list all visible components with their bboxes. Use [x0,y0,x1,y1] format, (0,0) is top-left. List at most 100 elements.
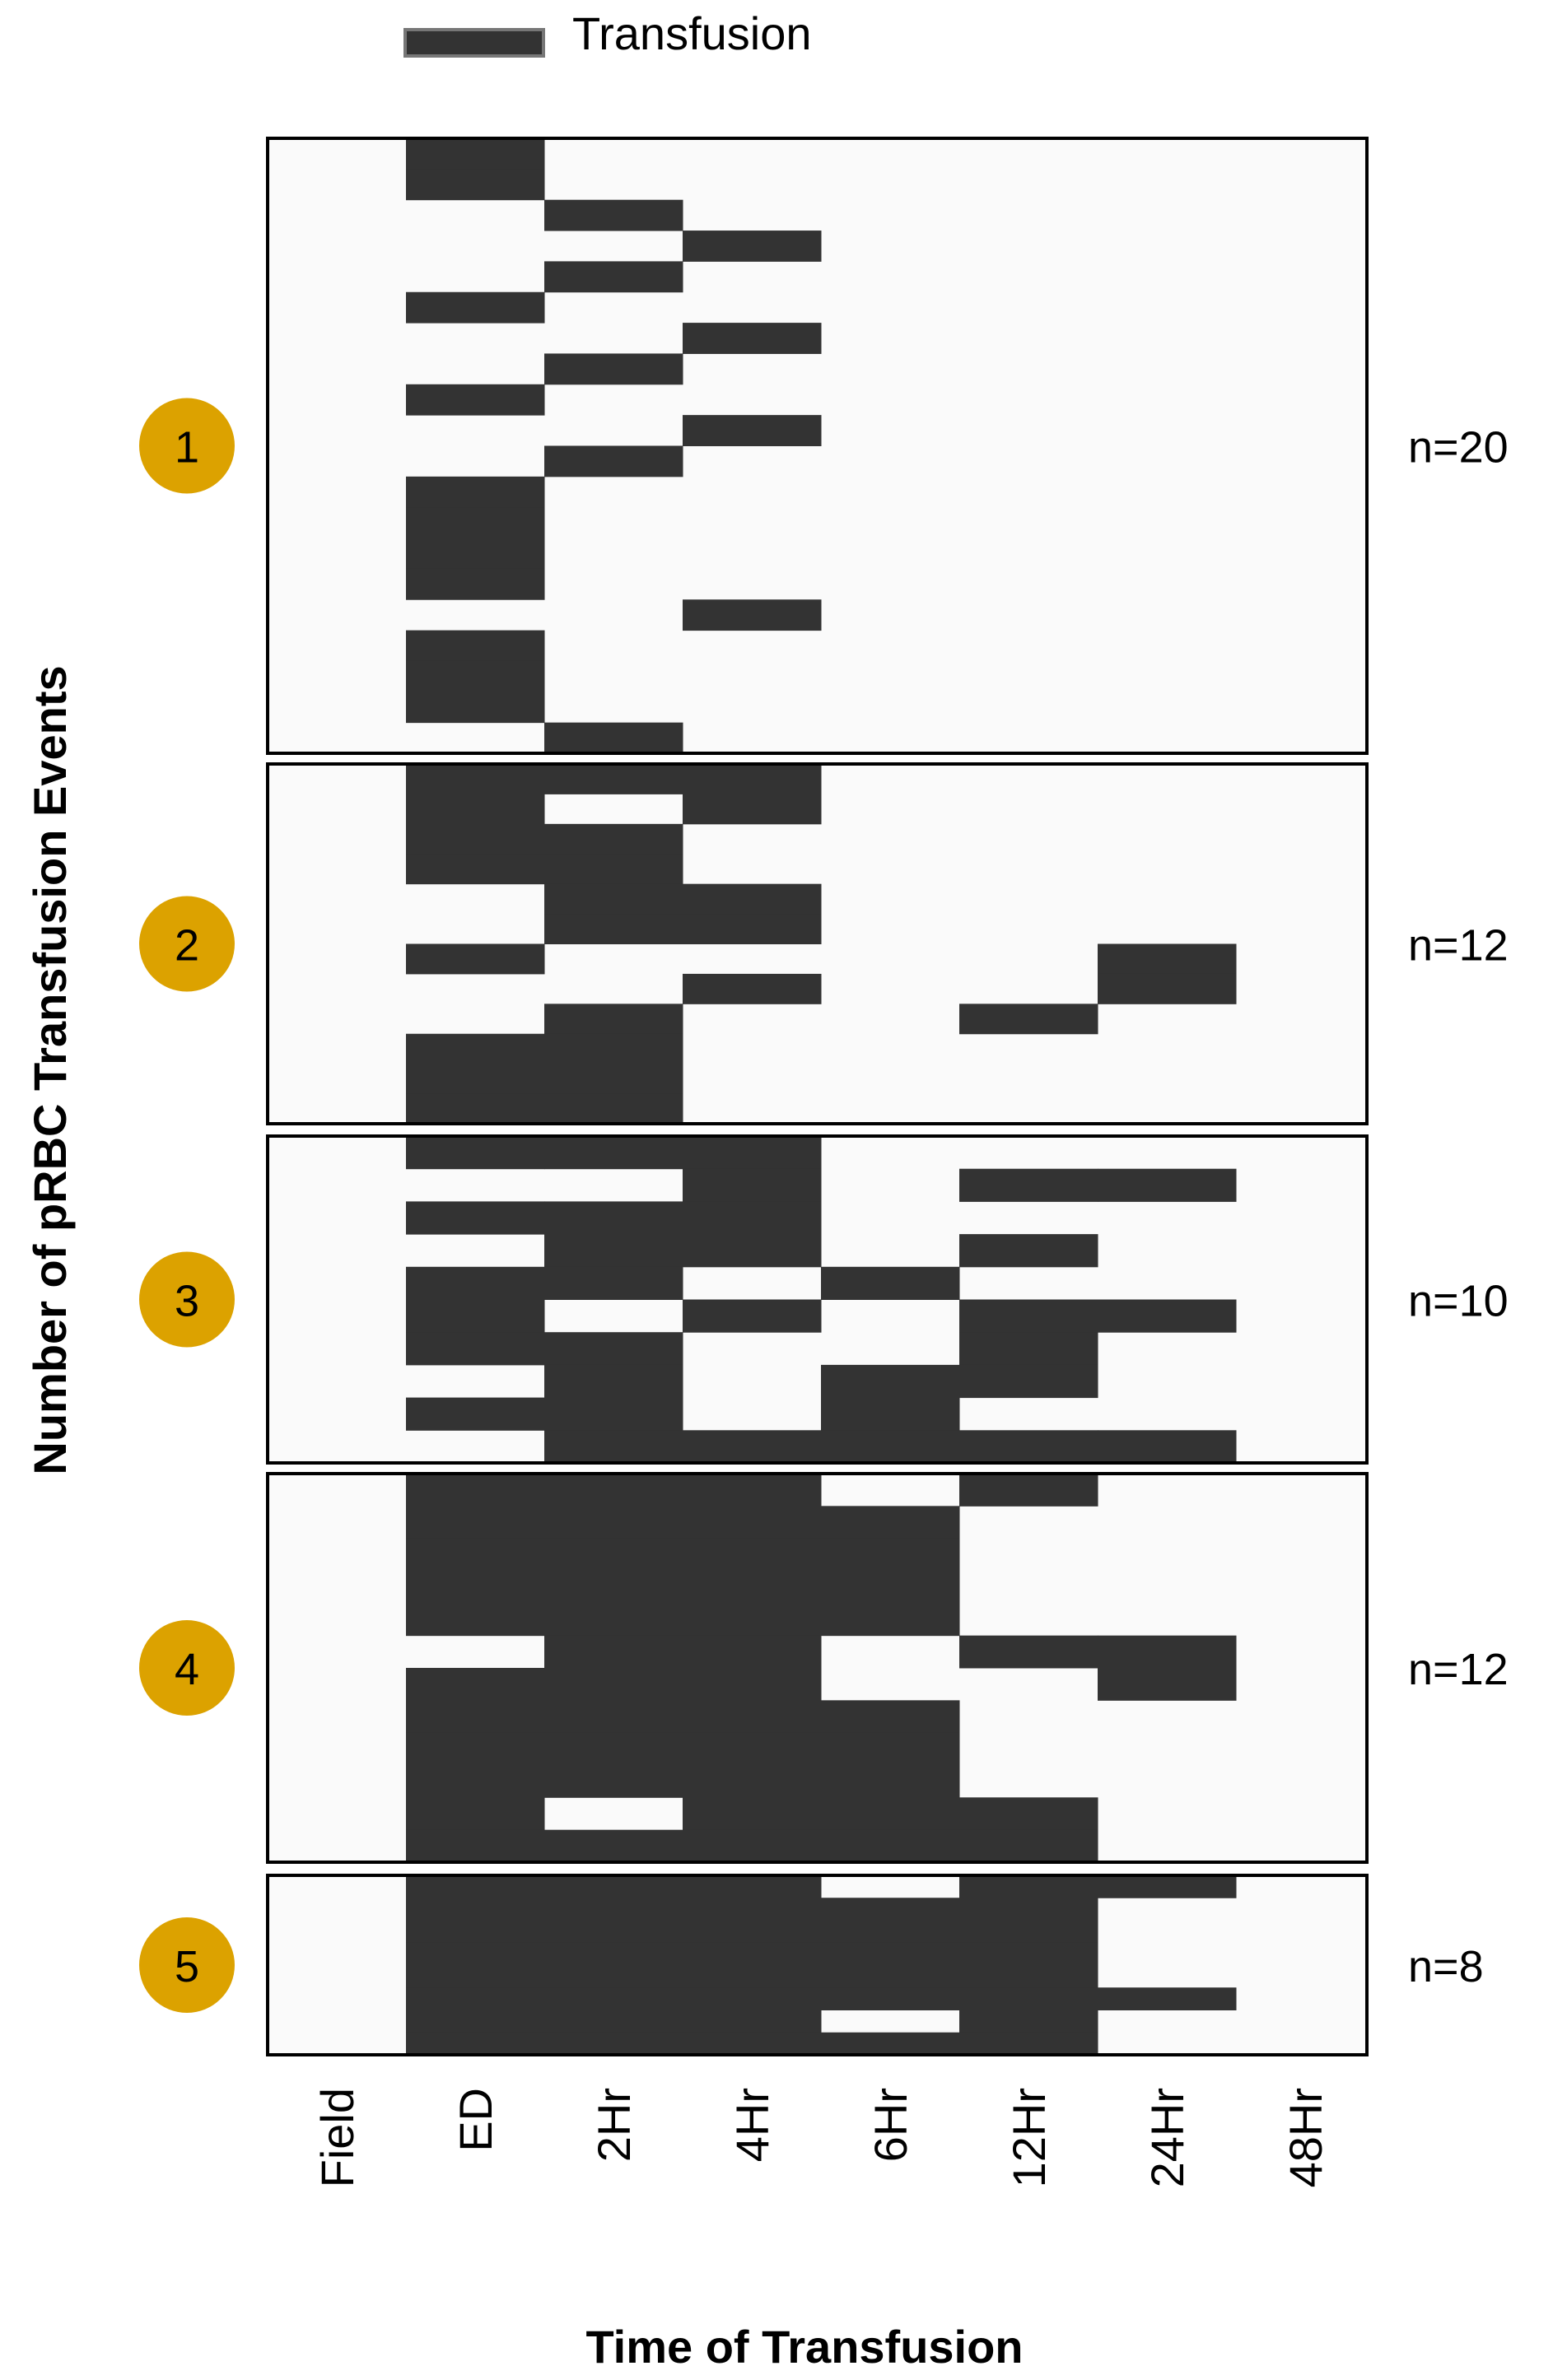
heatmap-cell [683,1668,822,1701]
heatmap-cell [406,1136,545,1170]
heatmap-cell [406,1829,545,1863]
heatmap-cell [544,1603,683,1637]
y-axis-title: Number of pRBC Transfusion Events [24,665,76,1474]
heatmap-cell [544,1668,683,1701]
heatmap-cell [544,1033,683,1064]
heatmap-cell [821,1898,960,1921]
heatmap-cell [683,1201,822,1235]
heatmap-cell [683,1797,822,1831]
heatmap-cell [406,1942,545,1966]
heatmap-cell [406,291,545,324]
heatmap-cell [544,1266,683,1300]
heatmap-cell [406,1920,545,1944]
heatmap-cell [544,823,683,855]
heatmap-cell [544,914,683,944]
heatmap-cell [544,1064,683,1095]
panel-frame [266,1874,1369,2056]
heatmap-cell [406,1201,545,1235]
heatmap-cell [1098,943,1237,975]
heatmap-cell [683,1136,822,1170]
panel-frame [266,1134,1369,1465]
heatmap-cell [683,323,822,354]
heatmap-cell [821,1266,960,1300]
group-n-label: n=10 [1408,1277,1509,1326]
x-tick-label: 2Hr [588,2088,640,2162]
heatmap-cell [544,722,683,754]
panel-group-3: 3 n=10 [139,1134,1509,1465]
heatmap-cell [544,1875,683,1898]
heatmap-cell [406,1299,545,1333]
heatmap-cell [406,854,545,885]
heatmap-cell [821,1732,960,1766]
x-tick-label: 6Hr [865,2088,916,2162]
heatmap-cell [406,1765,545,1798]
group-badge [139,398,235,494]
heatmap-cell [821,2032,960,2056]
heatmap-cell [1098,1168,1237,1202]
heatmap-cell [683,1168,822,1202]
heatmap-cell [544,883,683,915]
heatmap-cell [544,1136,683,1170]
panel-frame [266,137,1369,755]
heatmap-cell [544,764,683,794]
heatmap-cell [959,2010,1098,2033]
group-n-label: n=8 [1408,1942,1484,1991]
heatmap-cell [683,1732,822,1766]
heatmap-cell [683,1829,822,1863]
x-tick-label: 24Hr [1141,2088,1193,2187]
heatmap-cell [1098,1430,1237,1464]
heatmap-cell [544,2010,683,2033]
heatmap-cell [406,1875,545,1898]
x-tick-labels: Field ED 2Hr 4Hr 6Hr 12Hr 24Hr 48Hr [311,2088,1331,2187]
heatmap-cell [683,1474,822,1507]
heatmap-cell [406,2010,545,2033]
heatmap-cell [683,794,822,825]
heatmap-cell [544,1965,683,1988]
heatmap-cell [959,1635,1098,1669]
heatmap-cell [683,1942,822,1966]
heatmap-cell [406,660,545,692]
heatmap-cell [544,1004,683,1035]
heatmap-cell [406,692,545,724]
heatmap-cell [683,1538,822,1572]
x-axis-title: Time of Transfusion [585,2321,1023,2373]
heatmap-cell [406,823,545,855]
heatmap-cell [683,1635,822,1669]
heatmap-cell [821,1397,960,1431]
heatmap-cell [406,794,545,825]
panel-group-5: 5 n=8 [139,1874,1484,2056]
group-n-label: n=12 [1408,921,1509,971]
heatmap-cell [406,138,545,170]
heatmap-cell [683,1506,822,1539]
group-badge-label: 3 [175,1277,199,1326]
heatmap-cell [406,1506,545,1539]
heatmap-cell [406,1898,545,1921]
heatmap-cell [544,1506,683,1539]
heatmap-cell [683,973,822,1004]
group-n-label: n=20 [1408,423,1509,473]
heatmap-cell [959,1004,1098,1035]
heatmap-cell [544,1829,683,1863]
heatmap-cell [959,1965,1098,1988]
heatmap-cell [544,1332,683,1366]
heatmap-cell [821,1920,960,1944]
heatmap-cell [959,1332,1098,1366]
panels: 1 n=20 2 n=12 3 n=10 4 n=12 5 n=8 [139,137,1509,2056]
heatmap-cell [959,1797,1098,1831]
heatmap-cell [406,1732,545,1766]
heatmap-cell [406,507,545,539]
heatmap-cell [406,630,545,662]
heatmap-cell [959,1430,1098,1464]
heatmap-cell [959,1474,1098,1507]
heatmap-cell [683,1920,822,1944]
heatmap-cell [406,384,545,416]
heatmap-cell [959,1364,1098,1399]
heatmap-cell [821,1765,960,1798]
heatmap-cell [406,764,545,794]
heatmap-cell [544,353,683,385]
group-n-label: n=12 [1408,1645,1509,1694]
heatmap-cell [544,1234,683,1268]
heatmap-cell [683,2010,822,2033]
